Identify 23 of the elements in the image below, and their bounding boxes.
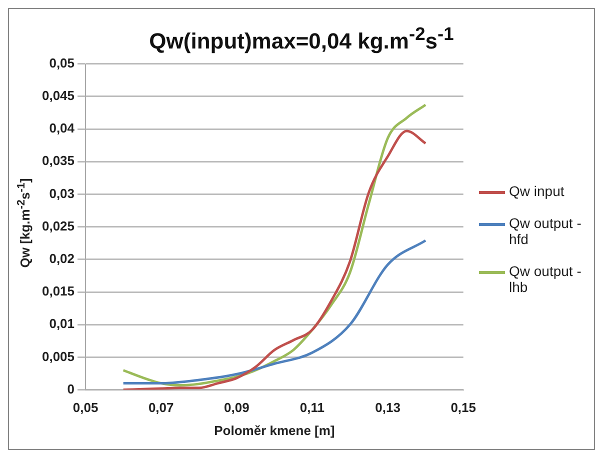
x-tick-label: 0,15 [450, 400, 476, 416]
y-tick-label: 0,005 [42, 348, 75, 364]
y-tick-label: 0,03 [49, 186, 75, 201]
y-tick-label: 0,05 [49, 55, 75, 70]
y-tick-label: 0,035 [42, 153, 75, 168]
chart-title: Qw(input)max=0,04 kg.m$^{-2}$s$^{-1}$ [148, 23, 455, 54]
y-tick-label: 0,015 [42, 284, 75, 299]
x-axis-title: Poloměr kmene [m] [214, 422, 335, 438]
x-tick-label: 0,09 [224, 400, 250, 416]
y-tick-label: 0,02 [49, 250, 75, 266]
y-tick-label: 0,04 [49, 120, 76, 136]
y-tick-label: 0,025 [42, 218, 75, 234]
y-tick-label: 0,045 [42, 88, 75, 103]
x-tick-label: 0,07 [148, 400, 174, 416]
x-tick-label: 0,11 [300, 400, 325, 416]
line-series [122, 239, 427, 385]
legend-label: Qw output - hfd [509, 215, 582, 247]
y-tick-label: 0 [67, 381, 75, 396]
legend-label: Qw input [509, 183, 566, 199]
x-tick-label: 0,13 [375, 400, 400, 416]
x-tick-label: 0,05 [72, 400, 98, 416]
y-tick-label: 0,01 [49, 316, 75, 332]
legend-label: Qw output - lhb [509, 263, 582, 295]
